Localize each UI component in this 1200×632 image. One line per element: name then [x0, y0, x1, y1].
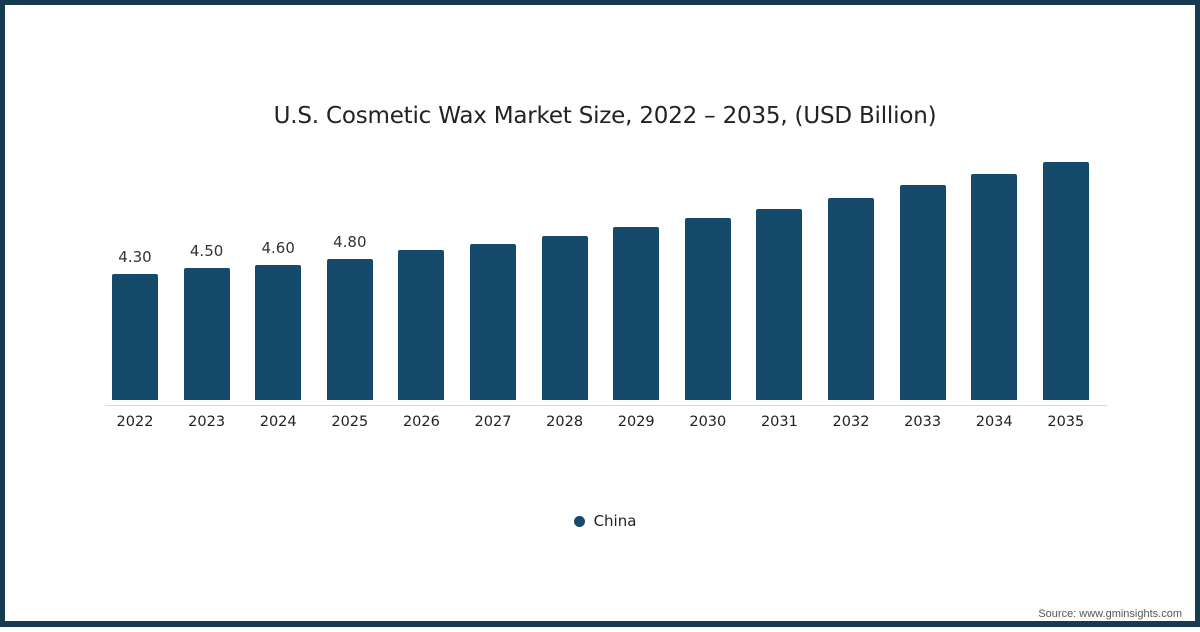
- x-tick-label: 2022: [116, 414, 154, 430]
- plot-area: 2022 4.30 2023 4.50 2024 4.60 2025 4.80 2026 2027…: [5, 5, 1200, 632]
- bar: [828, 198, 874, 400]
- data-label: 4.50: [189, 242, 224, 260]
- x-axis-line: [105, 405, 1107, 406]
- bar: [756, 209, 803, 400]
- bar: [684, 218, 731, 400]
- source-note: Source: www.gminsights.com: [1038, 608, 1182, 620]
- data-label: 4.80: [333, 233, 367, 251]
- x-tick-label: 2034: [975, 414, 1013, 430]
- x-tick-label: 2023: [188, 414, 226, 430]
- legend-label: China: [593, 512, 637, 530]
- data-label: 4.30: [118, 248, 152, 266]
- x-tick-label: 2033: [904, 414, 942, 430]
- bar: [1042, 162, 1089, 400]
- x-tick-label: 2028: [546, 414, 584, 430]
- bar: [971, 174, 1018, 400]
- bar: [470, 244, 516, 400]
- bar: [541, 236, 588, 400]
- x-tick-label: 2032: [832, 414, 870, 430]
- x-tick-label: 2035: [1047, 414, 1085, 430]
- bar: [899, 185, 946, 400]
- bar: [255, 265, 302, 400]
- bar: [112, 274, 158, 400]
- data-label: 4.60: [261, 239, 295, 257]
- x-tick-label: 2024: [259, 414, 297, 430]
- chart-title: U.S. Cosmetic Wax Market Size, 2022 – 20…: [273, 103, 937, 129]
- bar: [613, 227, 660, 400]
- x-tick-label: 2026: [402, 414, 440, 430]
- x-tick-label: 2025: [331, 414, 369, 430]
- legend-marker-icon: [573, 515, 585, 527]
- bar: [326, 259, 373, 400]
- legend: China: [5, 512, 1200, 530]
- bar: [398, 250, 445, 400]
- x-tick-label: 2027: [474, 414, 512, 430]
- x-tick-label: 2030: [689, 414, 727, 430]
- x-tick-label: 2031: [760, 414, 798, 430]
- x-tick-label: 2029: [617, 414, 655, 430]
- bar: [183, 268, 230, 400]
